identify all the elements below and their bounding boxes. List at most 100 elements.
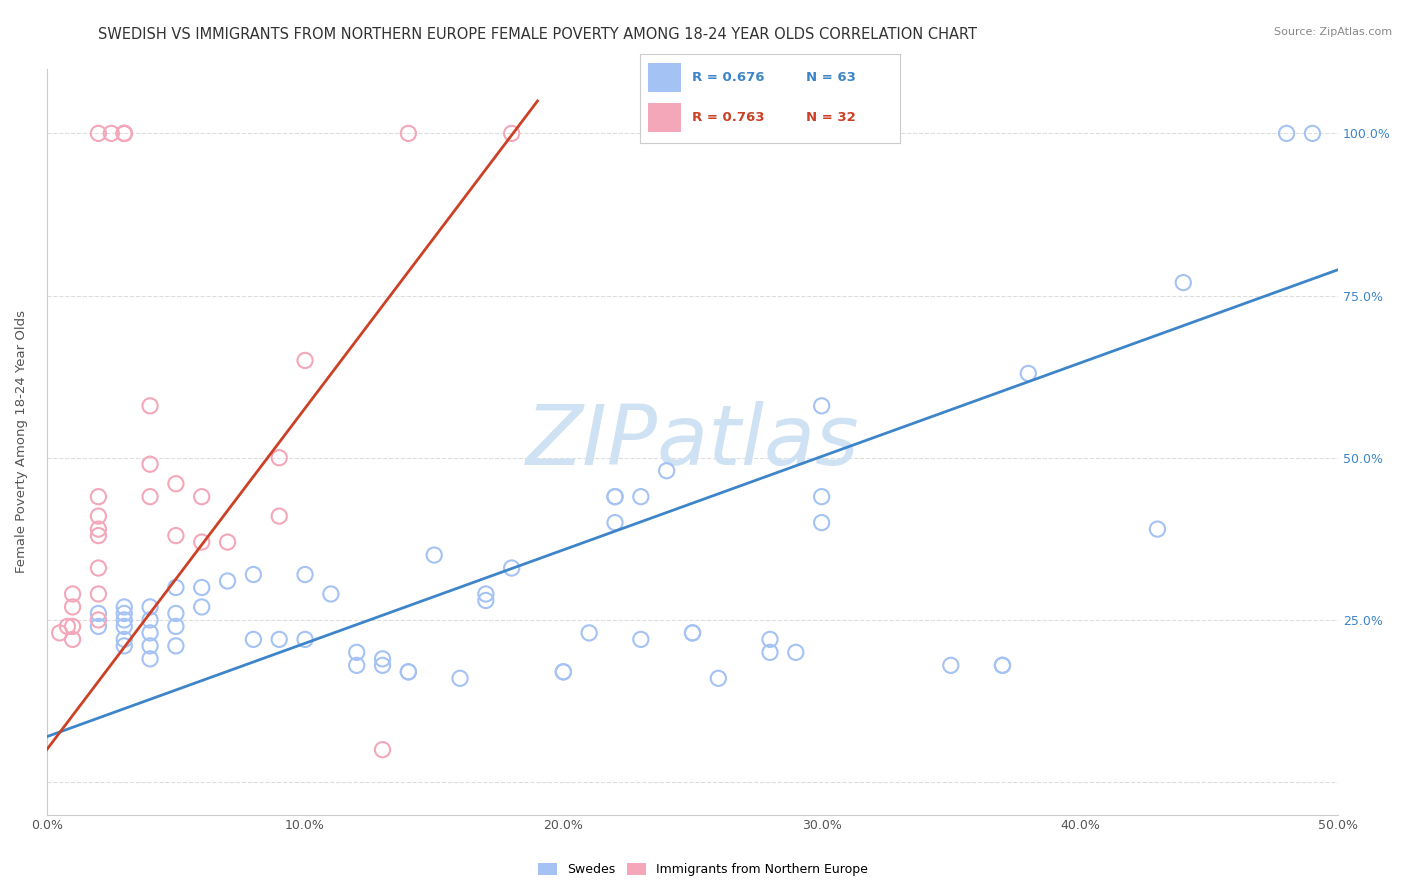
Point (682, 626, 704, 640)
Y-axis label: Female Poverty Among 18-24 Year Olds: Female Poverty Among 18-24 Year Olds (15, 310, 28, 573)
Point (630, 632, 652, 647)
Point (87, 509, 110, 524)
Text: SWEDISH VS IMMIGRANTS FROM NORTHERN EUROPE FEMALE POVERTY AMONG 18-24 YEAR OLDS : SWEDISH VS IMMIGRANTS FROM NORTHERN EURO… (98, 27, 977, 42)
Bar (648, 63, 682, 92)
Point (707, 671, 730, 685)
Point (139, 626, 162, 640)
Point (501, 127, 523, 141)
Point (759, 645, 782, 659)
Point (87, 522, 110, 536)
Point (217, 574, 239, 588)
Point (423, 548, 446, 562)
Point (603, 490, 626, 504)
Point (294, 567, 316, 582)
Point (87, 490, 110, 504)
Point (87, 587, 110, 601)
Point (112, 599, 135, 614)
Point (939, 658, 962, 673)
Point (87, 561, 110, 575)
Point (294, 353, 316, 368)
Point (1301, 127, 1323, 141)
Point (371, 658, 394, 673)
Point (1275, 127, 1298, 141)
Point (87, 607, 110, 621)
Point (112, 639, 135, 653)
Point (87, 619, 110, 633)
Point (165, 639, 187, 653)
Point (165, 607, 187, 621)
Point (48, 626, 70, 640)
Point (165, 581, 187, 595)
Text: R = 0.763: R = 0.763 (692, 112, 765, 124)
Point (87, 528, 110, 542)
Point (371, 742, 394, 756)
Point (100, 127, 122, 141)
Point (62, 619, 84, 633)
Legend: Swedes, Immigrants from Northern Europe: Swedes, Immigrants from Northern Europe (533, 858, 873, 881)
Text: Source: ZipAtlas.com: Source: ZipAtlas.com (1274, 27, 1392, 37)
Point (396, 665, 419, 679)
Text: R = 0.676: R = 0.676 (692, 71, 765, 84)
Point (112, 127, 135, 141)
Point (319, 587, 342, 601)
Point (112, 127, 135, 141)
Point (759, 632, 782, 647)
Point (578, 626, 600, 640)
Text: ZIPatlas: ZIPatlas (526, 401, 859, 482)
Point (87, 613, 110, 627)
Point (396, 127, 419, 141)
Point (165, 476, 187, 491)
Text: N = 32: N = 32 (806, 112, 856, 124)
Point (991, 658, 1014, 673)
Point (190, 599, 212, 614)
Point (165, 528, 187, 542)
Point (475, 593, 498, 607)
Point (603, 490, 626, 504)
Point (1017, 367, 1039, 381)
Point (269, 509, 291, 524)
Point (139, 639, 162, 653)
Point (112, 613, 135, 627)
Point (501, 561, 523, 575)
Point (139, 652, 162, 666)
Point (242, 567, 264, 582)
Point (475, 587, 498, 601)
Bar (648, 103, 682, 132)
Point (991, 658, 1014, 673)
Point (810, 399, 832, 413)
Point (139, 490, 162, 504)
Point (810, 516, 832, 530)
Point (553, 665, 575, 679)
Point (346, 645, 368, 659)
Point (269, 450, 291, 465)
Point (56, 619, 79, 633)
Point (112, 607, 135, 621)
Point (165, 619, 187, 633)
Point (190, 490, 212, 504)
Point (630, 490, 652, 504)
Point (190, 535, 212, 549)
Point (112, 632, 135, 647)
Point (87, 127, 110, 141)
Point (396, 665, 419, 679)
Point (603, 516, 626, 530)
Point (346, 658, 368, 673)
Point (139, 457, 162, 471)
Point (553, 665, 575, 679)
Point (242, 632, 264, 647)
Point (62, 587, 84, 601)
Point (785, 645, 807, 659)
Point (655, 464, 678, 478)
Point (112, 127, 135, 141)
Point (1146, 522, 1168, 536)
Point (112, 619, 135, 633)
Point (62, 632, 84, 647)
Point (139, 613, 162, 627)
Point (269, 632, 291, 647)
Point (449, 671, 471, 685)
Point (1173, 276, 1195, 290)
Point (294, 632, 316, 647)
Text: N = 63: N = 63 (806, 71, 856, 84)
Point (810, 490, 832, 504)
Point (139, 599, 162, 614)
